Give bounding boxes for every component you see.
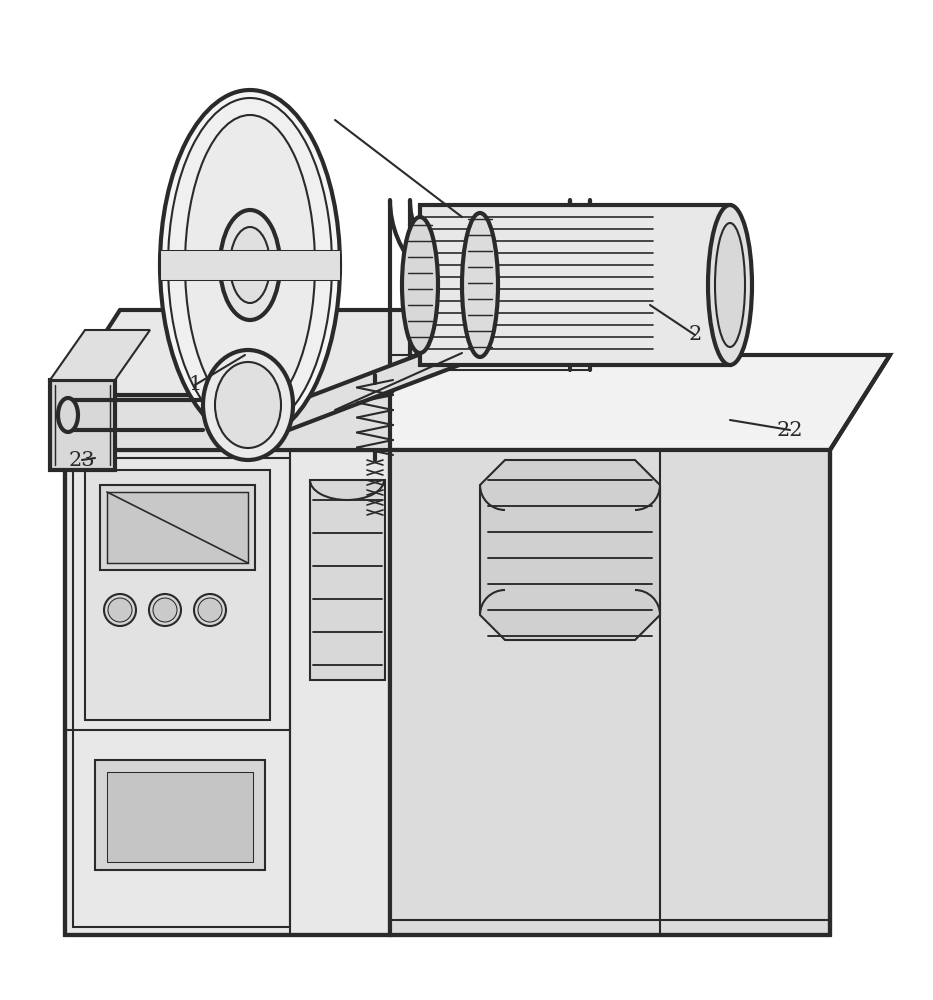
Circle shape — [194, 594, 226, 626]
Circle shape — [108, 598, 132, 622]
Polygon shape — [251, 299, 575, 441]
Text: 22: 22 — [777, 420, 803, 440]
Polygon shape — [65, 310, 445, 395]
Ellipse shape — [462, 213, 498, 357]
Ellipse shape — [220, 210, 280, 320]
Ellipse shape — [715, 223, 745, 347]
Polygon shape — [65, 395, 390, 450]
Ellipse shape — [203, 350, 293, 460]
Ellipse shape — [168, 98, 332, 432]
Circle shape — [104, 594, 136, 626]
Polygon shape — [50, 330, 150, 380]
Ellipse shape — [215, 362, 281, 448]
Polygon shape — [100, 485, 255, 570]
Polygon shape — [480, 460, 660, 640]
Text: 2: 2 — [689, 326, 702, 344]
Circle shape — [149, 594, 181, 626]
Polygon shape — [65, 355, 890, 450]
Circle shape — [153, 598, 177, 622]
Polygon shape — [85, 470, 270, 720]
Polygon shape — [107, 492, 248, 563]
Text: 23: 23 — [69, 450, 95, 470]
Ellipse shape — [708, 205, 752, 365]
Polygon shape — [50, 380, 115, 470]
Ellipse shape — [402, 217, 438, 353]
Ellipse shape — [58, 398, 78, 432]
Polygon shape — [95, 760, 265, 870]
Ellipse shape — [160, 90, 340, 440]
Polygon shape — [160, 250, 340, 280]
Circle shape — [198, 598, 222, 622]
Ellipse shape — [185, 115, 315, 415]
Polygon shape — [420, 205, 730, 365]
Polygon shape — [390, 450, 830, 935]
Polygon shape — [107, 772, 253, 862]
Ellipse shape — [230, 227, 270, 303]
Polygon shape — [65, 450, 390, 935]
Text: 1: 1 — [188, 375, 202, 394]
Polygon shape — [310, 480, 385, 680]
